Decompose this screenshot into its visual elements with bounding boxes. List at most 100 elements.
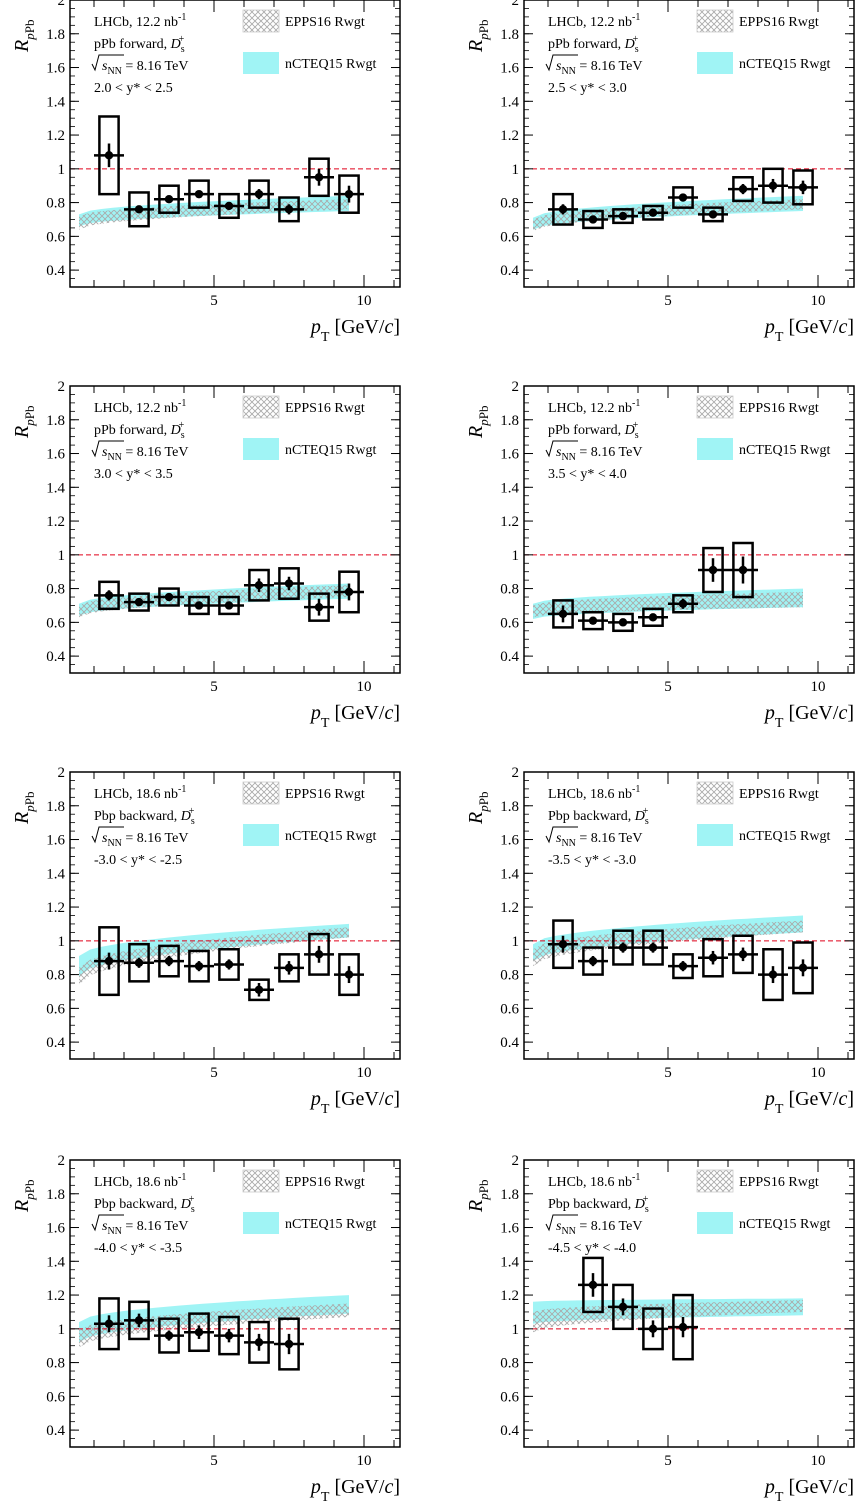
info-rapidity: 2.0 < y* < 2.5 xyxy=(94,81,173,96)
y-tick-label: 1 xyxy=(512,162,520,178)
x-axis-title: pT [GeV/c] xyxy=(763,316,854,345)
data-marker xyxy=(164,956,174,966)
x-tick-label: 10 xyxy=(811,293,826,309)
legend-epps-swatch xyxy=(696,1169,734,1193)
y-tick-label: 0.6 xyxy=(46,615,65,631)
y-tick-label: 1.8 xyxy=(500,799,519,815)
data-point xyxy=(154,587,184,607)
x-tick-label: 10 xyxy=(357,293,372,309)
data-marker xyxy=(164,195,174,204)
info-energy: sNN = 8.16 TeV xyxy=(556,445,642,463)
data-marker xyxy=(588,215,598,224)
panel-6: 0.4 0.6 0.8 1 1.2 1.4 1.6 1.8 2 5 10 LHCb, 18.6 nb-… xyxy=(465,765,855,1117)
y-tick-label: 1.8 xyxy=(46,1187,65,1203)
x-axis-title: pT [GeV/c] xyxy=(309,702,400,731)
data-marker xyxy=(134,958,144,967)
legend-ncteq-label: nCTEQ15 Rwgt xyxy=(739,829,831,844)
y-tick-label: 0.8 xyxy=(500,196,519,212)
data-point xyxy=(698,546,728,594)
legend-ncteq-swatch xyxy=(697,52,733,74)
data-marker xyxy=(678,1322,688,1332)
data-point xyxy=(548,919,578,970)
epps16-band xyxy=(79,585,349,618)
data-point xyxy=(758,167,788,204)
x-tick-label: 10 xyxy=(811,1065,826,1081)
data-marker xyxy=(648,943,658,952)
sqrt-sign xyxy=(91,826,124,844)
y-tick-label: 0.8 xyxy=(500,1356,519,1372)
legend-epps-label: EPPS16 Rwgt xyxy=(285,787,365,802)
y-axis-title: RpPb xyxy=(465,1180,491,1213)
info-config: pPb forward, Ds+ xyxy=(548,34,639,55)
info-energy: sNN = 8.16 TeV xyxy=(102,1219,188,1237)
y-tick-label: 1.2 xyxy=(500,1288,519,1304)
sqrt-sign xyxy=(91,440,124,458)
y-tick-label: 0.8 xyxy=(500,968,519,984)
y-tick-label: 0.6 xyxy=(46,229,65,245)
data-point xyxy=(304,932,334,976)
data-marker xyxy=(284,1339,294,1349)
panel-1: 0.4 0.6 0.8 1 1.2 1.4 1.6 1.8 2 5 10 LHCb, 12.2 nb-… xyxy=(11,0,401,345)
data-point xyxy=(608,208,638,225)
y-tick-label: 1.2 xyxy=(46,900,65,916)
data-marker xyxy=(738,184,748,194)
data-point xyxy=(94,580,124,611)
data-marker xyxy=(648,208,658,217)
data-point xyxy=(578,209,608,230)
x-tick-label: 10 xyxy=(811,679,826,695)
x-tick-label: 5 xyxy=(210,1453,218,1469)
y-tick-label: 0.4 xyxy=(46,1423,65,1439)
data-marker xyxy=(284,205,294,214)
y-tick-label: 1 xyxy=(512,548,520,564)
data-marker xyxy=(618,618,628,627)
sqrt-sign xyxy=(545,1214,578,1232)
y-tick-label: 1.6 xyxy=(500,833,519,849)
data-marker xyxy=(134,597,144,607)
info-rapidity: 3.5 < y* < 4.0 xyxy=(548,467,627,482)
data-marker xyxy=(618,943,628,952)
info-rapidity: -4.0 < y* < -3.5 xyxy=(94,1241,182,1256)
data-point xyxy=(668,1293,698,1361)
legend-epps-swatch xyxy=(696,9,734,33)
y-tick-label: 2 xyxy=(58,1153,66,1169)
x-axis-title: pT [GeV/c] xyxy=(763,1476,854,1505)
sqrt-sign xyxy=(91,54,124,72)
info-rapidity: 2.5 < y* < 3.0 xyxy=(548,81,627,96)
info-energy: sNN = 8.16 TeV xyxy=(102,59,188,77)
data-point xyxy=(214,595,244,616)
data-point xyxy=(124,191,154,228)
info-config: pPb forward, Ds+ xyxy=(94,420,185,441)
y-tick-label: 0.4 xyxy=(500,1423,519,1439)
epps16-band xyxy=(533,920,803,967)
epps16-band xyxy=(79,927,349,985)
legend-ncteq-swatch xyxy=(243,824,279,846)
data-marker xyxy=(194,1328,204,1337)
y-tick-label: 1.4 xyxy=(46,480,65,496)
y-tick-label: 0.8 xyxy=(46,582,65,598)
legend-ncteq-swatch xyxy=(243,52,279,74)
info-config: Pbp backward, Ds+ xyxy=(94,806,195,827)
data-marker xyxy=(254,581,264,590)
epps16-band xyxy=(79,1303,349,1348)
data-marker xyxy=(224,201,234,211)
x-axis-title: pT [GeV/c] xyxy=(763,702,854,731)
y-tick-label: 1.8 xyxy=(500,413,519,429)
data-point xyxy=(214,948,244,981)
y-tick-label: 1.8 xyxy=(46,799,65,815)
data-marker xyxy=(768,970,778,979)
legend-epps-label: EPPS16 Rwgt xyxy=(285,15,365,30)
data-marker xyxy=(224,960,234,969)
y-axis-title: RpPb xyxy=(465,792,491,825)
data-point xyxy=(638,607,668,627)
sqrt-sign xyxy=(545,826,578,844)
legend-epps-swatch xyxy=(242,1169,280,1193)
data-marker xyxy=(558,940,568,949)
data-marker xyxy=(194,601,204,610)
data-marker xyxy=(708,953,718,962)
epps16-band xyxy=(533,199,803,232)
y-tick-label: 2 xyxy=(512,0,520,9)
data-point xyxy=(578,610,608,631)
data-marker xyxy=(224,601,234,610)
data-point xyxy=(184,179,214,209)
legend-epps-swatch xyxy=(696,395,734,419)
